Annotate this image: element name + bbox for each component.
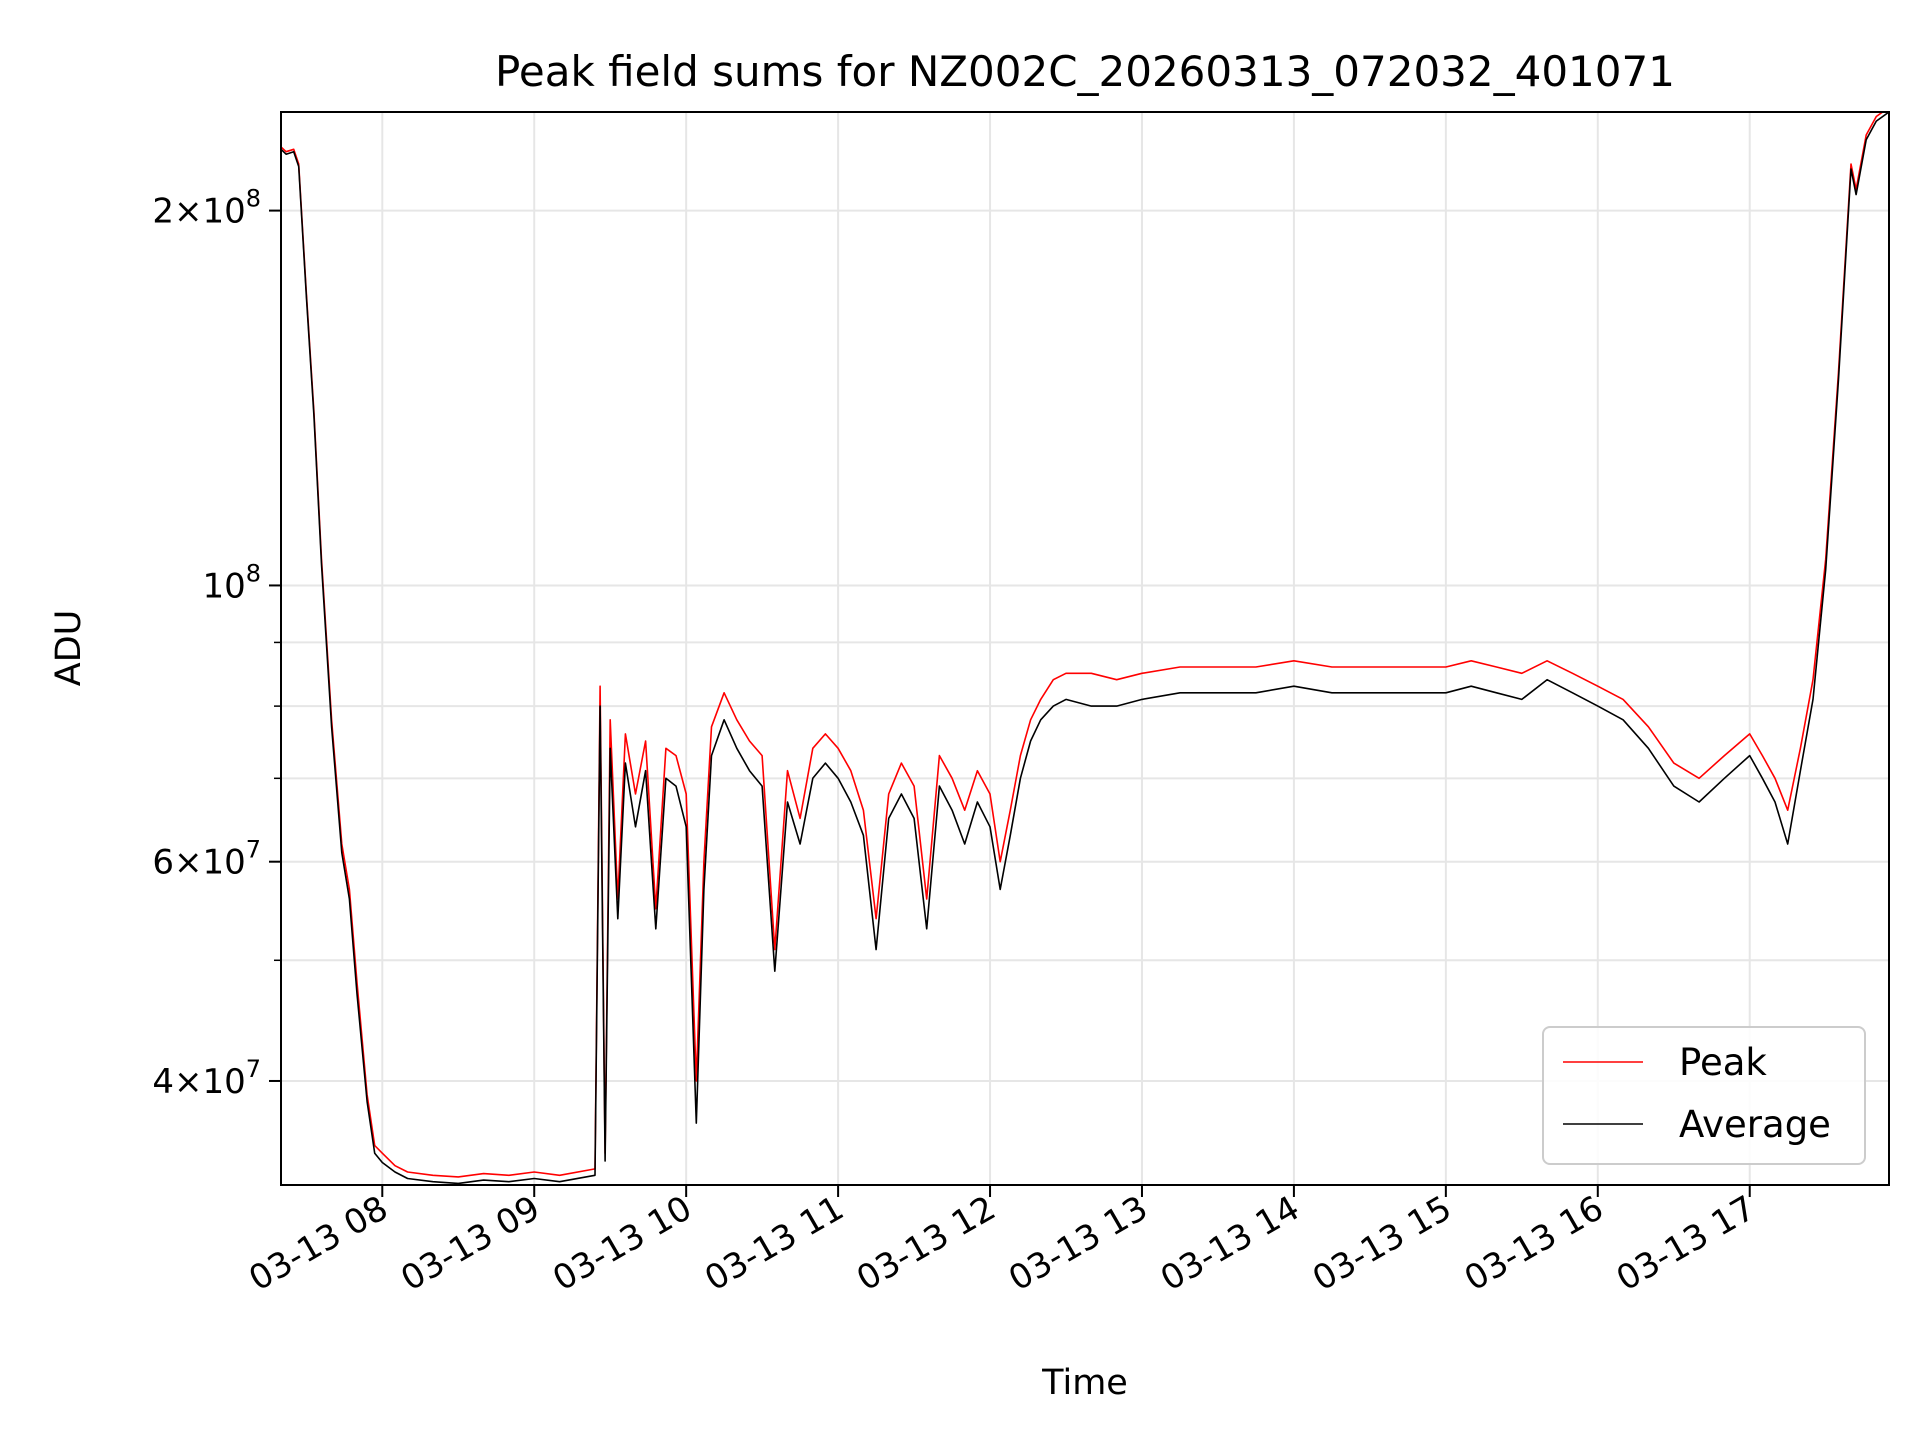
legend: Peak Average	[1542, 1026, 1866, 1165]
series-line-average	[281, 112, 1889, 1185]
y-tick-label: 6×107	[152, 836, 261, 883]
chart-title: Peak field sums for NZ002C_20260313_0720…	[495, 47, 1675, 96]
series-line-peak	[281, 112, 1885, 1178]
legend-label-peak: Peak	[1679, 1041, 1767, 1084]
grid	[281, 112, 1889, 1185]
y-tick-label: 4×107	[152, 1055, 261, 1102]
x-axis-label: Time	[1041, 1363, 1128, 1403]
series-layer	[281, 112, 1889, 1185]
y-tick-label: 108	[202, 559, 261, 606]
plot-frame	[280, 111, 1890, 1186]
y-axis-label: ADU	[49, 610, 89, 687]
legend-label-average: Average	[1679, 1103, 1831, 1146]
y-tick-label: 2×108	[152, 185, 261, 232]
y-axis: 2×108 108 6×107 4×107	[152, 185, 281, 1102]
